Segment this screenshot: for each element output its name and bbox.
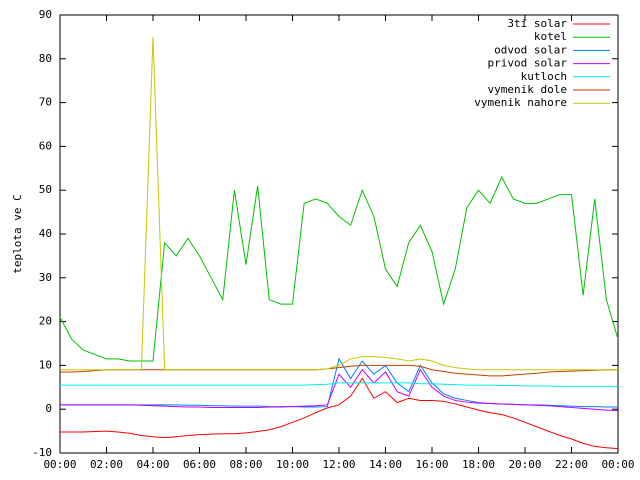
- series-line: [59, 175, 619, 362]
- legend-label: vymenik dole: [488, 83, 567, 96]
- y-tick-label: 80: [39, 52, 52, 65]
- x-tick-label: 06:00: [183, 458, 216, 471]
- y-axis-label: teplota ve C: [11, 194, 24, 273]
- y-tick-label: 90: [39, 8, 52, 21]
- y-tick-label: 20: [39, 315, 52, 328]
- x-tick-label: 10:00: [276, 458, 309, 471]
- series-line: [60, 368, 619, 412]
- legend-label: kotel: [534, 30, 567, 43]
- legend-label: kutloch: [521, 70, 567, 83]
- y-tick-label: 50: [39, 183, 52, 196]
- x-tick-label: 04:00: [136, 458, 169, 471]
- legend-label: vymenik nahore: [474, 96, 567, 109]
- legend-label: odvod solar: [494, 43, 567, 56]
- x-tick-label: 18:00: [462, 458, 495, 471]
- y-tick-label: 40: [39, 227, 52, 240]
- series-line: [60, 36, 618, 371]
- legend-label: 3ti solar: [507, 17, 567, 30]
- y-tick-label: 60: [39, 139, 52, 152]
- x-tick-label: 00:00: [601, 458, 634, 471]
- x-tick-label: 14:00: [369, 458, 402, 471]
- x-tick-label: 16:00: [415, 458, 448, 471]
- x-tick-label: 00:00: [43, 458, 76, 471]
- y-tick-label: 10: [39, 358, 52, 371]
- y-tick-label: -10: [32, 446, 52, 459]
- x-tick-label: 22:00: [555, 458, 588, 471]
- y-tick-label: 0: [45, 402, 52, 415]
- y-tick-label: 30: [39, 271, 52, 284]
- x-tick-label: 08:00: [229, 458, 262, 471]
- x-tick-label: 02:00: [90, 458, 123, 471]
- y-tick-label: 70: [39, 96, 52, 109]
- x-tick-label: 12:00: [322, 458, 355, 471]
- series-line: [60, 382, 618, 387]
- x-tick-label: 20:00: [508, 458, 541, 471]
- series-line: [60, 377, 619, 450]
- legend-label: privod solar: [488, 57, 568, 70]
- series-line: [60, 364, 618, 377]
